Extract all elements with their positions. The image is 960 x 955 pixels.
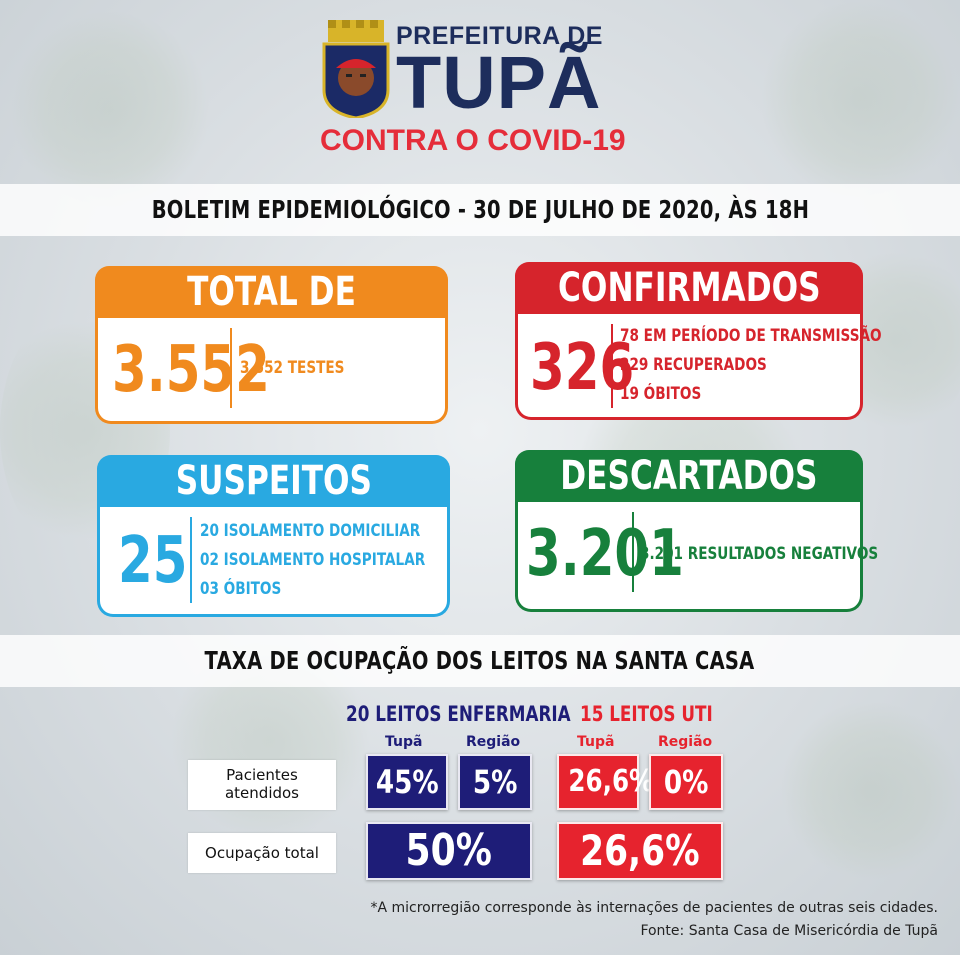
- divider: [190, 517, 192, 603]
- card-title: CONFIRMADOS: [557, 265, 821, 311]
- card-total-testagem: TOTAL DE TESTAGEM 3.552 3.552 TESTES: [95, 266, 448, 424]
- ward-col-regiao: Região: [466, 734, 521, 750]
- icu-regiao-value: 0%: [649, 754, 723, 810]
- city-name: TUPÃ: [396, 41, 602, 124]
- prefeitura-label: PREFEITURA DE: [396, 22, 603, 50]
- row-label-line: Pacientes: [226, 766, 298, 784]
- detail-line: 229 RECUPERADOS: [620, 355, 767, 375]
- divider: [230, 328, 232, 408]
- virus-decoration: [760, 0, 960, 200]
- divider: [632, 512, 634, 592]
- confirmados-details: 78 EM PERÍODO DE TRANSMISSÃO 229 RECUPER…: [620, 322, 882, 409]
- testagem-details: 3.552 TESTES: [240, 354, 344, 383]
- source-note: Fonte: Santa Casa de Misericórdia de Tup…: [640, 923, 938, 939]
- card-title: SUSPEITOS: [175, 458, 372, 504]
- card-title: TOTAL DE TESTAGEM: [178, 269, 365, 367]
- virus-decoration: [10, 10, 210, 210]
- icu-col-regiao: Região: [658, 734, 713, 750]
- card-descartados: DESCARTADOS 3.201 3.201 RESULTADOS NEGAT…: [515, 450, 878, 612]
- card-header: CONFIRMADOS: [515, 262, 863, 314]
- icu-tupa-value: 26,6%: [557, 754, 654, 810]
- confirmados-value: 326: [530, 331, 635, 405]
- card-header: DESCARTADOS: [515, 450, 863, 502]
- card-suspeitos: SUSPEITOS 25 20 ISOLAMENTO DOMICILIAR 02…: [97, 455, 450, 617]
- descartados-value: 3.201: [526, 517, 684, 591]
- detail-line: 02 ISOLAMENTO HOSPITALAR: [200, 550, 426, 570]
- beds-title: TAXA DE OCUPAÇÃO DOS LEITOS NA SANTA CAS…: [205, 646, 755, 675]
- detail-line: 78 EM PERÍODO DE TRANSMISSÃO: [620, 326, 882, 346]
- row-label-pacientes: Pacientes atendidos: [188, 760, 336, 810]
- card-header: SUSPEITOS: [97, 455, 450, 507]
- divider: [611, 324, 613, 408]
- suspeitos-details: 20 ISOLAMENTO DOMICILIAR 02 ISOLAMENTO H…: [200, 517, 425, 604]
- bulletin-title-band: BOLETIM EPIDEMIOLÓGICO - 30 DE JULHO DE …: [0, 184, 960, 236]
- detail-line: 3.552 TESTES: [240, 358, 345, 378]
- detail-line: 19 ÓBITOS: [620, 384, 702, 404]
- city-crest-logo: [322, 20, 390, 118]
- icu-col-tupa: Tupã: [577, 734, 615, 750]
- card-header: TOTAL DE TESTAGEM: [95, 266, 448, 367]
- row-label-line: atendidos: [224, 784, 299, 802]
- detail-line: 03 ÓBITOS: [200, 579, 282, 599]
- testagem-value: 3.552: [112, 333, 270, 407]
- detail-line: 3.201 RESULTADOS NEGATIVOS: [640, 544, 879, 564]
- descartados-details: 3.201 RESULTADOS NEGATIVOS: [640, 540, 878, 569]
- ward-col-tupa: Tupã: [385, 734, 423, 750]
- ward-beds-label: 20 LEITOS ENFERMARIA: [346, 702, 571, 726]
- icu-total-value: 26,6%: [557, 822, 723, 880]
- card-confirmados: CONFIRMADOS 326 78 EM PERÍODO DE TRANSMI…: [515, 262, 882, 420]
- ward-tupa-value: 45%: [366, 754, 448, 810]
- row-label-ocupacao: Ocupação total: [188, 833, 336, 873]
- ward-regiao-value: 5%: [458, 754, 532, 810]
- virus-decoration: [780, 700, 960, 880]
- icu-beds-label: 15 LEITOS UTI: [580, 702, 713, 726]
- detail-line: 20 ISOLAMENTO DOMICILIAR: [200, 521, 421, 541]
- beds-title-band: TAXA DE OCUPAÇÃO DOS LEITOS NA SANTA CAS…: [0, 635, 960, 687]
- suspeitos-value: 25: [118, 524, 188, 598]
- card-title: DESCARTADOS: [560, 453, 818, 499]
- footnote: *A microrregião corresponde às internaçõ…: [370, 900, 938, 916]
- slogan: CONTRA O COVID-19: [320, 124, 626, 157]
- bulletin-title: BOLETIM EPIDEMIOLÓGICO - 30 DE JULHO DE …: [151, 195, 809, 224]
- ward-total-value: 50%: [366, 822, 532, 880]
